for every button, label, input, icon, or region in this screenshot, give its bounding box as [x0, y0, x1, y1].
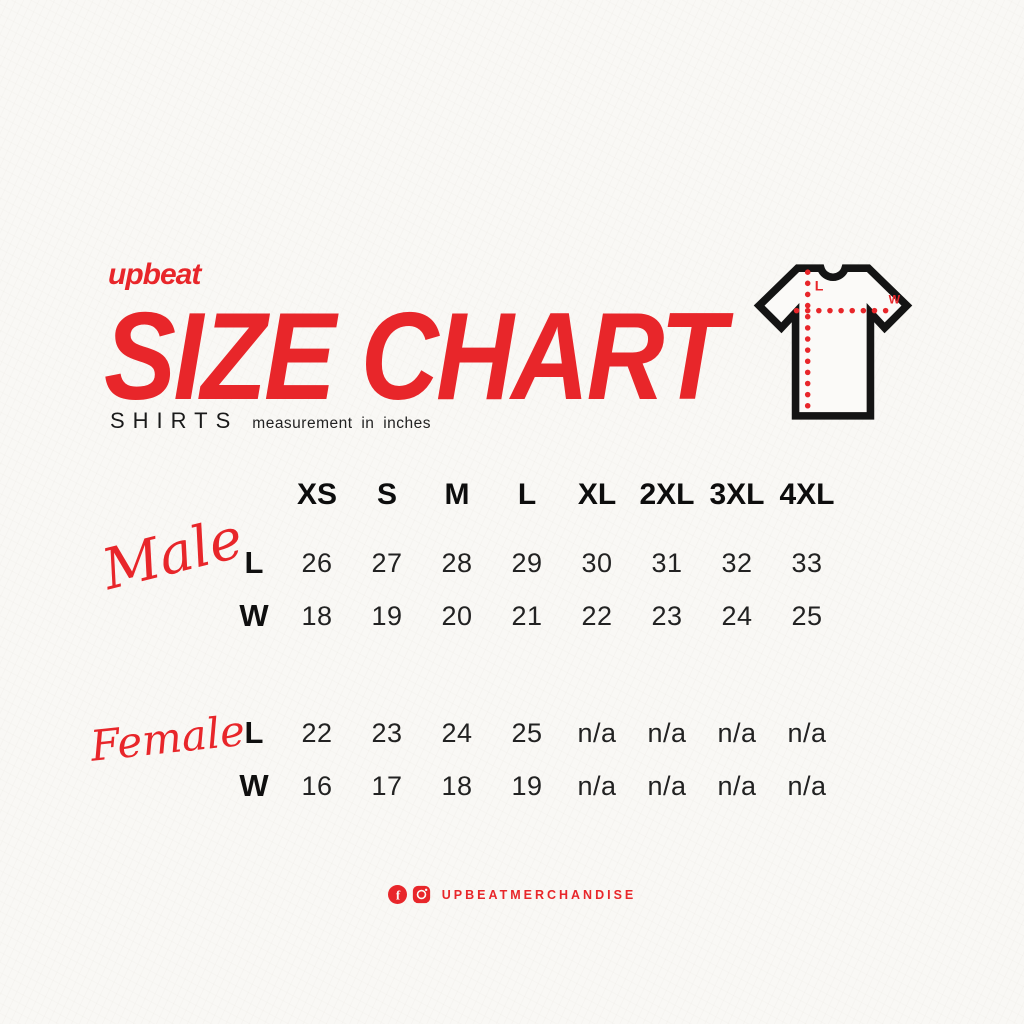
size-columns-header-row: XS S M L XL 2XL 3XL 4XL [226, 477, 842, 513]
size-value: 32 [721, 547, 753, 578]
page-title: SIZE CHART [104, 288, 726, 426]
size-value: 25 [511, 717, 543, 748]
size-value: n/a [787, 717, 827, 748]
instagram-icon [412, 885, 430, 904]
size-value: 23 [371, 717, 403, 748]
footer: f UPBEATMERCHANDISE [0, 885, 1024, 904]
size-value: 24 [721, 600, 753, 631]
facebook-icon: f [387, 885, 407, 904]
svg-text:f: f [396, 888, 401, 903]
brand-logo: upbeat [108, 258, 201, 291]
column-header: XL [577, 478, 617, 511]
female-length-row: L 22 23 24 25 n/a n/a n/a n/a [226, 715, 842, 751]
size-value: 21 [511, 600, 543, 631]
subtitle: SHIRTS measurement in inches [110, 408, 431, 434]
section-label-female: Female [88, 705, 248, 771]
column-header: S [376, 478, 397, 511]
size-value: 18 [441, 770, 473, 801]
size-value: n/a [717, 770, 757, 801]
size-value: 26 [301, 547, 333, 578]
column-header: L [517, 478, 537, 511]
column-header: XS [296, 478, 338, 511]
size-value: 31 [651, 547, 683, 578]
column-header: 4XL [779, 478, 835, 511]
size-value: 25 [791, 600, 823, 631]
male-width-row: W 18 19 20 21 22 23 24 25 [226, 598, 842, 634]
column-header: 2XL [639, 478, 695, 511]
male-length-row: L 26 27 28 29 30 31 32 33 [226, 545, 842, 581]
size-value: 23 [651, 600, 683, 631]
size-value: 22 [581, 600, 613, 631]
width-label: W [889, 293, 901, 307]
length-label: L [815, 278, 824, 294]
column-header: M [444, 478, 470, 511]
size-value: 24 [441, 717, 473, 748]
tshirt-outline [753, 264, 913, 420]
size-value: 28 [441, 547, 473, 578]
size-value: n/a [717, 717, 757, 748]
size-value: 19 [511, 770, 543, 801]
size-table: XS S M L XL 2XL 3XL 4XL L 26 27 28 29 30 31 32 33 W 18 19 20… [226, 0, 846, 820]
subtitle-category: SHIRTS [110, 408, 239, 433]
footer-handle: UPBEATMERCHANDISE [441, 887, 637, 902]
column-header: 3XL [709, 478, 765, 511]
row-label: W [239, 768, 269, 803]
subtitle-note: measurement in inches [252, 415, 432, 432]
size-value: n/a [647, 770, 687, 801]
female-width-row: W 16 17 18 19 n/a n/a n/a n/a [226, 768, 842, 804]
size-value: n/a [577, 770, 617, 801]
size-value: 18 [301, 600, 333, 631]
size-value: 29 [511, 547, 543, 578]
social-icons: f [387, 885, 431, 904]
size-value: 16 [301, 770, 333, 801]
size-value: 17 [371, 770, 403, 801]
tshirt-measurement-icon: L W [753, 264, 913, 420]
size-value: n/a [577, 717, 617, 748]
size-value: n/a [647, 717, 687, 748]
row-label: L [244, 545, 264, 580]
size-value: 20 [441, 600, 473, 631]
size-value: 19 [371, 600, 403, 631]
size-value: 33 [791, 547, 823, 578]
size-value: n/a [787, 770, 827, 801]
size-value: 27 [371, 547, 403, 578]
row-label: L [244, 715, 264, 750]
row-label: W [239, 598, 269, 633]
size-value: 30 [581, 547, 613, 578]
size-value: 22 [301, 717, 333, 748]
